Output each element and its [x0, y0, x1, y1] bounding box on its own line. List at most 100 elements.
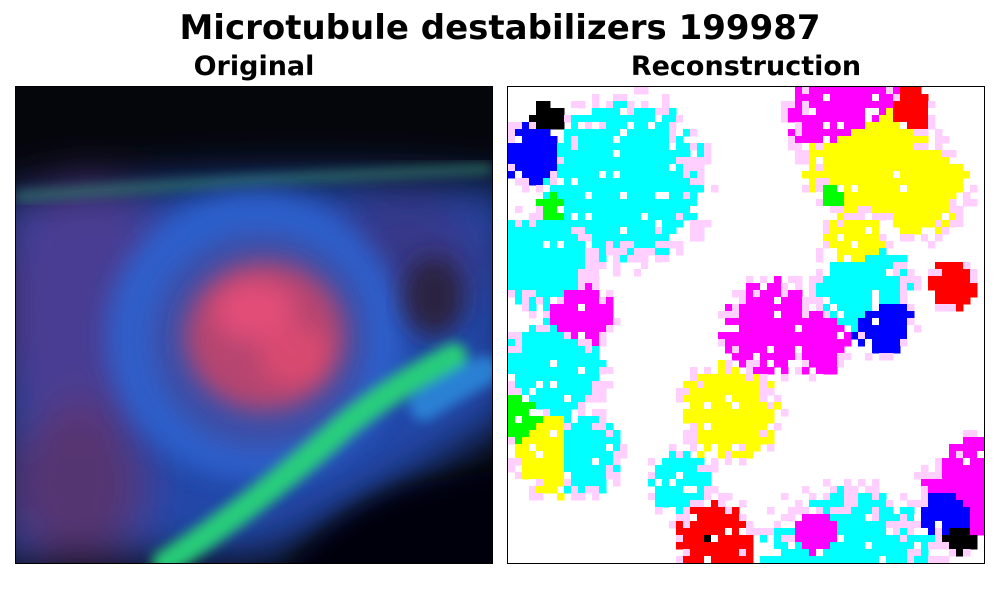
recon-pixel: [962, 472, 971, 480]
recon-pixel: [746, 367, 754, 375]
recon-pixel: [696, 444, 705, 452]
recon-pixel: [669, 184, 677, 193]
recon-pixel: [522, 374, 530, 382]
recon-pixel: [886, 191, 894, 200]
recon-pixel: [822, 346, 831, 354]
recon-pixel: [829, 156, 838, 165]
recon-pixel: [934, 156, 943, 165]
recon-pixel: [522, 367, 530, 375]
recon-pixel: [746, 275, 754, 284]
recon-pixel: [689, 198, 698, 207]
recon-pixel: [921, 513, 929, 522]
recon-pixel: [696, 408, 705, 417]
recon-pixel: [710, 500, 719, 508]
recon-pixel: [522, 177, 530, 186]
recon-pixel: [802, 170, 810, 179]
recon-pixel: [879, 241, 887, 249]
recon-pixel: [536, 394, 544, 403]
recon-pixel: [655, 184, 663, 193]
recon-pixel: [843, 534, 852, 543]
recon-pixel: [543, 353, 551, 361]
recon-pixel: [564, 332, 572, 340]
recon-pixel: [550, 289, 558, 298]
recon-pixel: [529, 346, 537, 354]
recon-pixel: [955, 163, 964, 172]
recon-pixel: [921, 108, 929, 116]
recon-pixel: [921, 206, 929, 214]
recon-pixel: [591, 170, 600, 179]
recon-pixel: [627, 206, 635, 214]
recon-pixel: [564, 367, 572, 375]
recon-pixel: [598, 479, 607, 487]
recon-pixel: [955, 534, 964, 543]
recon-pixel: [584, 213, 593, 221]
recon-pixel: [605, 367, 614, 375]
recon-pixel: [689, 500, 698, 508]
recon-pixel: [731, 339, 740, 347]
recon-pixel: [746, 339, 754, 347]
recon-pixel: [886, 296, 894, 305]
recon-pixel: [795, 282, 803, 291]
recon-pixel: [872, 122, 880, 130]
recon-pixel: [865, 506, 873, 515]
recon-pixel: [907, 87, 915, 95]
recon-pixel: [843, 541, 852, 550]
recon-pixel: [598, 422, 607, 431]
recon-pixel: [508, 170, 516, 179]
recon-pixel: [550, 268, 558, 277]
recon-pixel: [822, 234, 831, 242]
recon-pixel: [529, 458, 537, 466]
recon-pixel: [850, 555, 859, 563]
recon-pixel: [927, 513, 936, 522]
recon-pixel: [850, 486, 859, 494]
recon-pixel: [717, 513, 726, 522]
recon-pixel: [767, 360, 775, 368]
recon-pixel: [753, 346, 761, 354]
recon-pixel: [829, 213, 838, 221]
recon-pixel: [836, 527, 845, 536]
recon-pixel: [676, 129, 684, 137]
recon-pixel: [703, 220, 712, 228]
recon-pixel: [508, 213, 516, 221]
recon-pixel: [577, 262, 586, 270]
recon-pixel: [808, 339, 817, 347]
recon-pixel: [850, 220, 859, 228]
recon-pixel: [584, 422, 593, 431]
recon-pixel: [893, 527, 901, 536]
recon-pixel: [641, 122, 649, 130]
recon-pixel: [850, 325, 859, 333]
recon-pixel: [515, 255, 523, 263]
recon-pixel: [976, 444, 984, 452]
recon-pixel: [550, 227, 558, 235]
recon-pixel: [522, 136, 530, 144]
recon-pixel: [689, 479, 698, 487]
recon-pixel: [955, 206, 964, 214]
recon-pixel: [591, 255, 600, 263]
recon-pixel: [543, 451, 551, 459]
recon-pixel: [689, 115, 698, 123]
recon-pixel: [508, 136, 516, 144]
recon-pixel: [808, 136, 817, 144]
recon-pixel: [781, 374, 789, 382]
recon-pixel: [676, 248, 684, 256]
recon-pixel: [536, 268, 544, 277]
recon-pixel: [843, 234, 852, 242]
recon-pixel: [536, 381, 544, 389]
recon-pixel: [927, 520, 936, 529]
recon-pixel: [570, 339, 579, 347]
recon-pixel: [522, 303, 530, 312]
recon-pixel: [886, 346, 894, 354]
recon-pixel: [872, 332, 880, 340]
recon-pixel: [836, 136, 845, 144]
recon-pixel: [529, 436, 537, 445]
recon-pixel: [900, 325, 908, 333]
recon-pixel: [515, 268, 523, 277]
recon-pixel: [893, 520, 901, 529]
recon-pixel: [522, 339, 530, 347]
recon-pixel: [738, 394, 747, 403]
recon-pixel: [655, 227, 663, 235]
recon-pixel: [557, 394, 565, 403]
recon-pixel: [584, 360, 593, 368]
recon-pixel: [738, 534, 747, 543]
recon-pixel: [843, 156, 852, 165]
